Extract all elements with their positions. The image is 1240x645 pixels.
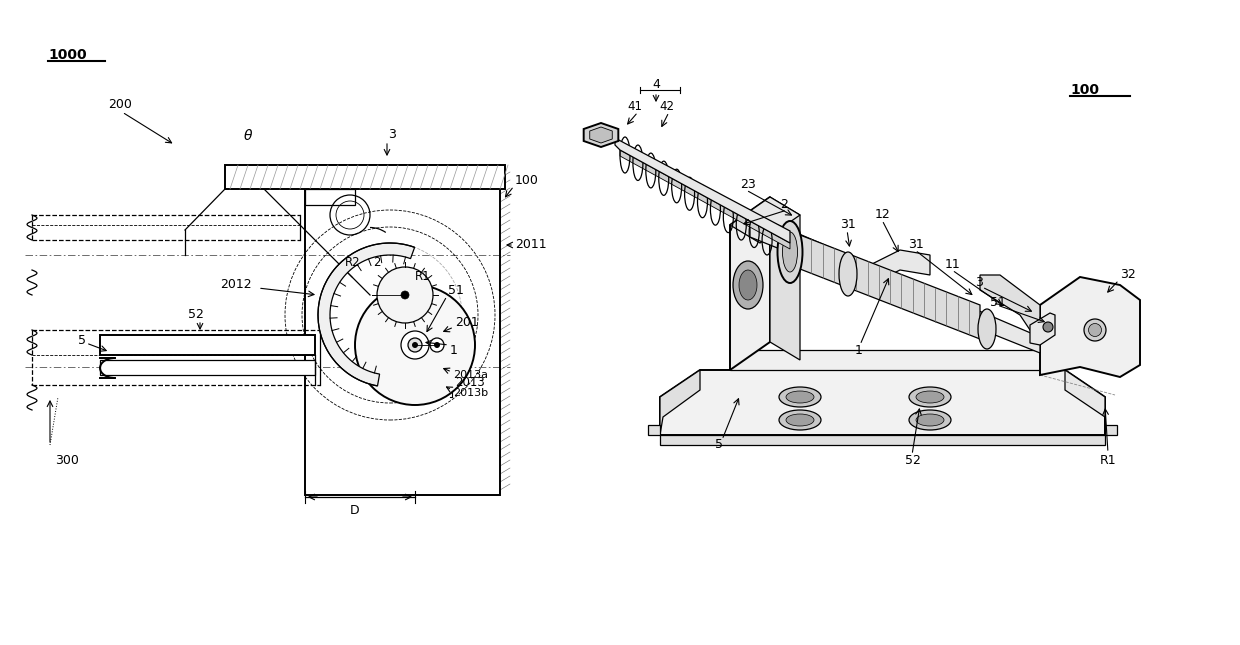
Circle shape (408, 338, 422, 352)
Polygon shape (620, 150, 790, 249)
Text: 3: 3 (388, 128, 396, 141)
Text: 2: 2 (373, 257, 381, 270)
Circle shape (430, 338, 444, 352)
Polygon shape (1040, 277, 1140, 377)
Text: 201: 201 (455, 317, 479, 330)
Text: R2: R2 (345, 257, 361, 270)
Text: 300: 300 (55, 453, 79, 466)
Text: 51: 51 (448, 284, 464, 297)
Ellipse shape (1084, 319, 1106, 341)
Circle shape (412, 342, 418, 348)
Polygon shape (980, 275, 1040, 345)
Ellipse shape (777, 221, 802, 283)
Text: 12: 12 (875, 208, 890, 221)
Polygon shape (730, 197, 770, 370)
Text: $\theta$: $\theta$ (243, 128, 253, 143)
Polygon shape (1065, 370, 1105, 435)
Text: 31: 31 (908, 239, 924, 252)
Circle shape (434, 342, 440, 348)
Text: 2013b: 2013b (453, 388, 489, 398)
Polygon shape (800, 235, 980, 339)
Text: 42: 42 (658, 101, 675, 114)
Text: 52: 52 (905, 453, 921, 466)
Text: 2012: 2012 (219, 279, 252, 292)
Ellipse shape (909, 387, 951, 407)
Ellipse shape (839, 252, 857, 296)
Polygon shape (649, 425, 660, 435)
Polygon shape (590, 127, 613, 143)
Text: 11: 11 (945, 259, 961, 272)
Text: 32: 32 (1120, 268, 1136, 281)
Circle shape (377, 267, 433, 323)
Text: D: D (350, 504, 360, 517)
Ellipse shape (1089, 324, 1101, 337)
Text: 23: 23 (740, 179, 755, 192)
Ellipse shape (782, 232, 797, 272)
Ellipse shape (916, 391, 944, 403)
Text: 3: 3 (975, 277, 983, 290)
Polygon shape (730, 350, 1060, 370)
Text: 2011: 2011 (515, 239, 547, 252)
Bar (660, 435, 1105, 445)
Text: 51: 51 (990, 295, 1006, 308)
Text: 31: 31 (839, 219, 856, 232)
Ellipse shape (779, 387, 821, 407)
Polygon shape (870, 250, 930, 285)
Text: 200: 200 (108, 99, 131, 112)
Circle shape (401, 331, 429, 359)
Polygon shape (317, 243, 414, 386)
Text: 100: 100 (515, 174, 539, 186)
Bar (100, 335, 315, 355)
Circle shape (401, 291, 409, 299)
Ellipse shape (916, 414, 944, 426)
Text: 1000: 1000 (48, 48, 87, 62)
Ellipse shape (739, 270, 756, 300)
Text: 52: 52 (188, 308, 203, 321)
Text: R1: R1 (1100, 453, 1117, 466)
Text: 4: 4 (652, 79, 660, 92)
Polygon shape (770, 197, 800, 360)
Bar (100, 360, 315, 375)
Polygon shape (584, 123, 619, 147)
Ellipse shape (786, 391, 813, 403)
Polygon shape (615, 138, 790, 243)
Ellipse shape (786, 414, 813, 426)
Ellipse shape (733, 261, 763, 309)
Text: 1: 1 (450, 344, 458, 357)
Text: R1: R1 (415, 270, 430, 284)
Circle shape (355, 285, 475, 405)
Text: 100: 100 (1070, 83, 1099, 97)
Bar (224, 165, 505, 189)
Ellipse shape (909, 410, 951, 430)
Text: 41: 41 (627, 101, 642, 114)
Text: 5: 5 (715, 439, 723, 451)
Text: 5: 5 (78, 333, 86, 346)
Circle shape (1043, 322, 1053, 332)
Polygon shape (1105, 425, 1117, 435)
Text: 2013: 2013 (455, 375, 485, 388)
Bar (305, 189, 355, 205)
Ellipse shape (978, 309, 996, 349)
Polygon shape (660, 370, 701, 435)
Ellipse shape (779, 410, 821, 430)
Text: 1: 1 (856, 344, 863, 357)
Polygon shape (730, 197, 800, 243)
Text: 2013a: 2013a (453, 370, 489, 380)
Polygon shape (750, 213, 1040, 353)
Polygon shape (660, 370, 1105, 435)
Text: 2: 2 (780, 199, 787, 212)
Bar (305, 165, 500, 495)
Polygon shape (1030, 313, 1055, 345)
